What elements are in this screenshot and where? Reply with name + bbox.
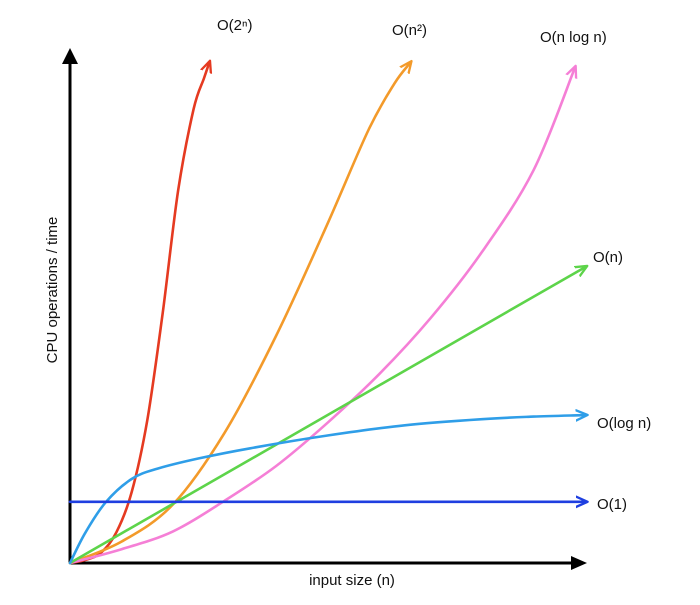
- series-1-label: O(n²): [392, 22, 427, 39]
- x-axis-arrowhead: [571, 556, 587, 570]
- series-2-line: [68, 68, 575, 565]
- series-3-label: O(n): [593, 249, 623, 266]
- series-1-line: [68, 63, 410, 565]
- y-axis-label: CPU operations / time: [44, 217, 61, 364]
- series-3-line: [68, 267, 585, 565]
- series-5-label: O(1): [597, 496, 627, 513]
- series-labels-layer: O(2ⁿ) O(n²) O(n log n) O(n) O(log n) O(1): [217, 17, 651, 513]
- series-0-line: [68, 63, 209, 565]
- series-layer: [68, 63, 585, 565]
- y-axis-arrowhead: [62, 48, 78, 64]
- x-axis-label: input size (n): [309, 572, 395, 589]
- series-2-label: O(n log n): [540, 29, 607, 46]
- series-4-label: O(log n): [597, 415, 651, 432]
- series-0-label: O(2ⁿ): [217, 17, 252, 34]
